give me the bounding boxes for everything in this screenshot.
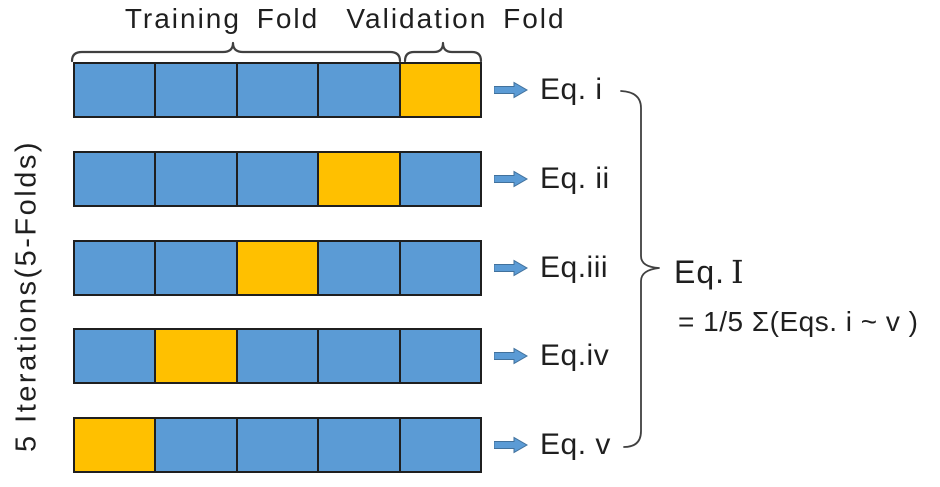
fold-row-2 [73,151,483,207]
training-fold-cell [235,62,320,118]
training-fold-cell [73,151,157,207]
validation-fold-cell [398,62,483,118]
right-arrow-icon [494,170,528,188]
training-fold-cell [235,151,320,207]
training-fold-cell [398,240,483,296]
fold-row-1 [73,62,483,118]
right-arrow-icon [494,81,528,99]
validation-fold-label: Validation Fold [346,3,566,34]
fold-row-4 [73,328,483,384]
summary-brace [620,90,660,448]
right-arrow-icon [494,347,528,365]
training-fold-brace [70,41,402,63]
right-arrow-icon [494,436,528,454]
training-fold-cell [73,62,157,118]
iterations-axis-label: 5 Iterations(5-Folds) [10,140,43,452]
eq-label-4: Eq.iv [540,339,610,372]
training-fold-cell [398,151,483,207]
training-fold-cell [235,417,320,473]
summary-equation-label: Eq. I [674,254,745,290]
training-fold-cell [154,151,238,207]
fold-row-5 [73,417,483,473]
validation-fold-cell [154,328,238,384]
validation-fold-cell [73,417,157,473]
training-fold-cell [398,417,483,473]
training-fold-cell [154,62,238,118]
eq-label-2: Eq. ii [540,162,610,195]
training-fold-cell [398,328,483,384]
summary-formula: = 1/5 Σ(Eqs. i ~ v ) [678,306,919,337]
right-arrow-icon [494,259,528,277]
training-fold-cell [73,328,157,384]
training-fold-label: Training Fold [124,3,320,34]
validation-fold-brace [403,41,483,63]
training-fold-cell [73,240,157,296]
summary-equation-prefix: Eq. [674,254,726,290]
fold-row-3 [73,240,483,296]
training-fold-cell [235,328,320,384]
validation-fold-cell [317,151,401,207]
training-fold-cell [154,417,238,473]
training-fold-cell [317,417,401,473]
eq-label-1: Eq. i [540,73,603,106]
training-fold-cell [317,62,401,118]
training-fold-cell [154,240,238,296]
eq-label-3: Eq.iii [540,251,609,284]
summary-equation-numeral: I [731,253,745,291]
validation-fold-cell [235,240,320,296]
eq-label-5: Eq. v [540,428,611,461]
training-fold-cell [317,240,401,296]
training-fold-cell [317,328,401,384]
